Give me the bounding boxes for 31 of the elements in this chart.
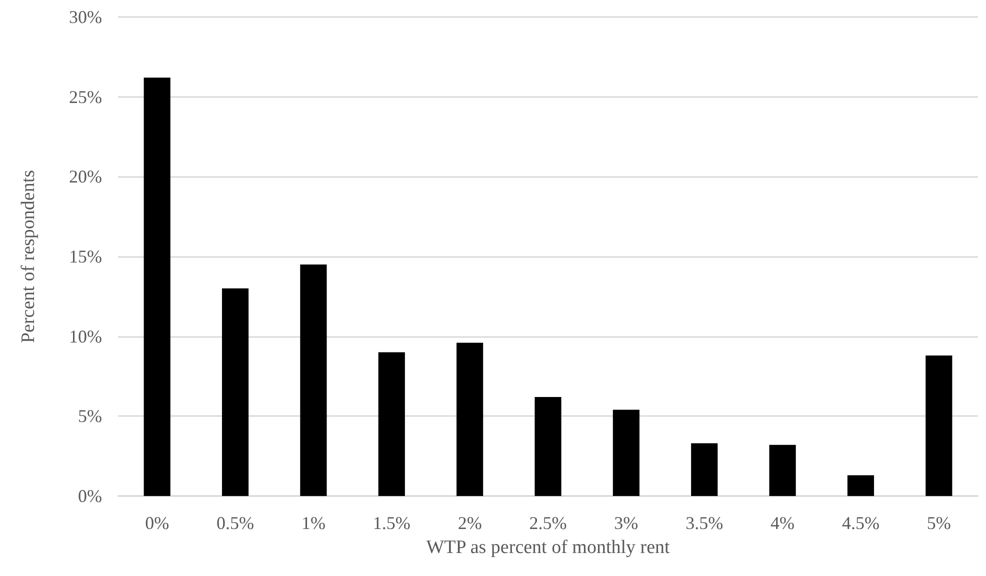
bar <box>144 78 170 496</box>
x-tick-label: 1% <box>301 513 326 533</box>
x-tick-label: 3.5% <box>686 513 724 533</box>
y-tick-label: 0% <box>78 486 102 506</box>
bar <box>456 342 484 496</box>
x-tick-label: 2% <box>458 513 482 533</box>
x-tick-label: 1.5% <box>372 513 410 533</box>
y-tick-label: 5% <box>78 406 102 426</box>
bar <box>300 264 327 496</box>
bar <box>691 443 718 496</box>
bar <box>222 288 249 496</box>
x-tick-label: 4.5% <box>842 513 880 533</box>
bar <box>534 397 562 496</box>
y-tick-label: 20% <box>69 166 102 187</box>
bar <box>847 475 874 496</box>
x-axis-title: WTP as percent of monthly rent <box>426 537 671 558</box>
y-tick-label: 15% <box>69 246 102 266</box>
bar <box>378 352 405 496</box>
y-tick-label: 30% <box>69 7 102 27</box>
y-tick-label: 10% <box>69 326 102 346</box>
x-tick-label: 3% <box>614 513 638 533</box>
x-tick-label: 4% <box>770 513 795 533</box>
bar <box>612 410 640 496</box>
bar <box>769 444 796 496</box>
y-axis-title: Percent of respondents <box>18 170 39 344</box>
x-tick-label: 0% <box>145 513 170 533</box>
x-tick-label: 5% <box>926 513 951 533</box>
bar <box>926 355 952 496</box>
x-tick-label: 2.5% <box>529 513 567 533</box>
x-tick-label: 0.5% <box>216 513 254 533</box>
y-tick-label: 25% <box>69 86 102 107</box>
